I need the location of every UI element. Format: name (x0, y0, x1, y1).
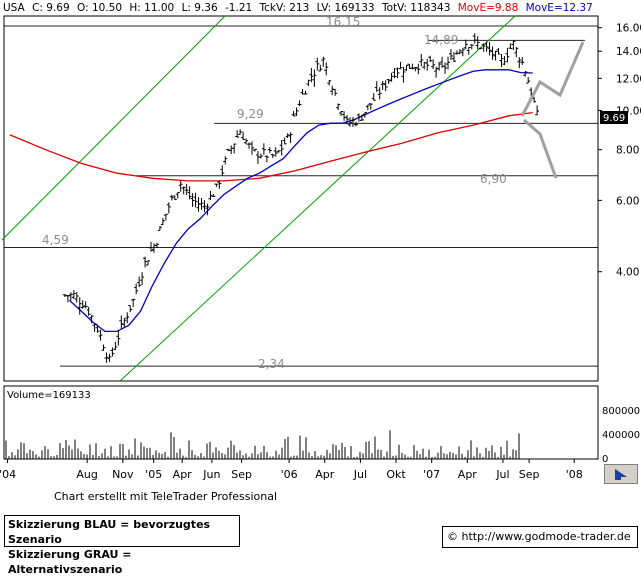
source-url[interactable]: http://www.godmode-trader.de (461, 530, 631, 543)
volume-tick-0: 0 (602, 454, 608, 465)
volume-tick-400000: 400000 (602, 430, 640, 441)
x-tick-label: Jul (353, 468, 367, 481)
level-label-929: 9,29 (237, 107, 264, 121)
x-tick-label: Sep (231, 468, 252, 481)
header-change: -1.21 (225, 2, 252, 14)
y-tick-label: 16.00 (616, 23, 641, 35)
header-open: O: 10.50 (77, 2, 122, 14)
last-price-label: 9.69 (603, 113, 625, 124)
header-tickvolume: TckV: 213 (259, 2, 310, 14)
volume-tick-800000: 800000 (602, 406, 640, 417)
copyright-icon: © (447, 530, 458, 543)
volume-label: Volume=169133 (7, 390, 91, 401)
y-tick-label: 8.00 (616, 145, 639, 157)
last-price-box (600, 111, 628, 124)
ma-blue-line (68, 69, 533, 333)
x-tick-label: '06 (281, 468, 298, 481)
y-tick-label: 6.00 (616, 195, 639, 207)
level-label-690: 6,90 (480, 172, 507, 186)
stock-chart: USA C: 9.69 O: 10.50 H: 11.00 L: 9.36 -1… (0, 0, 641, 481)
chart-nav-button[interactable] (604, 464, 638, 484)
header-symbol: USA (3, 2, 26, 14)
scenario-sketch-grey (520, 41, 585, 179)
x-tick-label: Aug (76, 468, 97, 481)
x-tick-label: '04 (0, 468, 16, 481)
x-tick-label: Apr (315, 468, 335, 481)
chart-credit: Chart erstellt mit TeleTrader Profession… (54, 490, 278, 503)
x-tick-label: Jun (202, 468, 220, 481)
y-tick-label: 12.00 (616, 73, 641, 85)
legend-blue: Skizzierung BLAU = bevorzugtes Szenario (8, 518, 211, 546)
header-lastvolume: LV: 169133 (317, 2, 375, 14)
ohlc-bars (62, 33, 540, 363)
ma-red-line (9, 111, 533, 182)
price-panel-frame (3, 15, 599, 382)
x-tick-label: Nov (112, 468, 134, 481)
x-tick-label: Apr (173, 468, 193, 481)
channel-line (119, 15, 516, 382)
scenario-up-path (520, 41, 585, 117)
header-totalvolume: TotV: 118343 (381, 2, 450, 14)
header-bar: USA C: 9.69 O: 10.50 H: 11.00 L: 9.36 -1… (0, 0, 641, 14)
x-tick-label: Apr (458, 468, 478, 481)
level-label-1615: 16,15 (326, 15, 360, 29)
y-tick-label: 14.00 (616, 46, 641, 58)
x-tick-label: Sep (519, 468, 540, 481)
price-axis: 4.006.008.0010.0012.0014.0016.00 (598, 23, 641, 279)
moving-average-blue (68, 69, 533, 333)
volume-panel-frame (3, 385, 599, 460)
horizontal-levels (4, 25, 598, 367)
header-close: C: 9.69 (32, 2, 70, 14)
header-move-blue: MovE=12.37 (526, 2, 593, 14)
volume-bars (5, 430, 520, 459)
header-low: L: 9.36 (182, 2, 218, 14)
scenario-legend: Skizzierung BLAU = bevorzugtes Szenario … (4, 515, 240, 576)
x-tick-label: Okt (386, 468, 406, 481)
svg-text:USA C: 9.69 O: 10.: USA C: 9.69 O: 10.50 H: 11.00 L: 9.36 -1… (3, 2, 593, 14)
level-label-234: 2,34 (258, 357, 285, 371)
trend-channel (1, 15, 516, 382)
y-tick-label: 4.00 (616, 267, 639, 279)
header-move-red: MovE=9.88 (458, 2, 519, 14)
x-tick-label: '07 (423, 468, 440, 481)
channel-line (1, 15, 226, 241)
x-tick-label: '08 (566, 468, 583, 481)
level-label-1489: 14,89 (424, 33, 458, 47)
source-url-box: © http://www.godmode-trader.de (442, 526, 638, 548)
moving-average-red (9, 111, 533, 182)
scenario-down-path (523, 118, 558, 179)
time-axis: '04 Aug Nov '05 Apr Jun Sep '06 Apr Jul Okt '07 Apr J… (0, 459, 583, 481)
x-tick-label: '05 (145, 468, 162, 481)
arrow-down-right-icon (615, 469, 627, 480)
x-tick-label: Jul (495, 468, 509, 481)
level-label-459: 4,59 (42, 233, 69, 247)
header-high: H: 11.00 (129, 2, 174, 14)
